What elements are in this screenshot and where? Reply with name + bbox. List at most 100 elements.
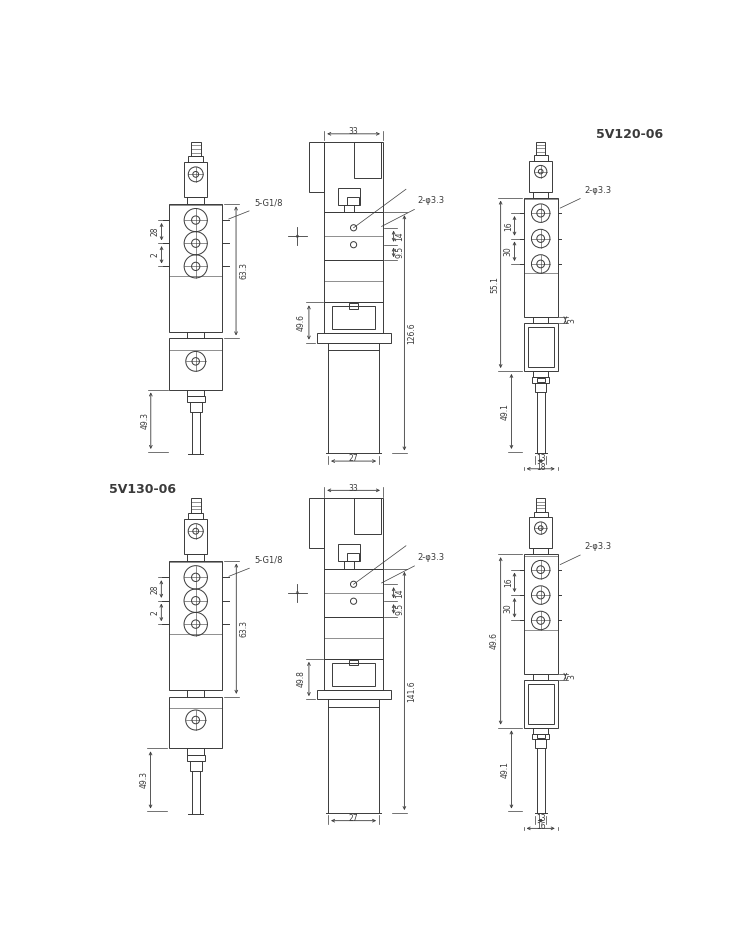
Text: 13: 13: [536, 814, 545, 823]
Bar: [533, 371, 548, 377]
Bar: [537, 735, 544, 739]
Text: 63.3: 63.3: [239, 620, 248, 637]
Bar: [187, 397, 205, 402]
Text: 2-φ3.3: 2-φ3.3: [560, 186, 612, 208]
Bar: [530, 161, 552, 191]
Bar: [324, 617, 382, 659]
Bar: [534, 512, 548, 517]
Text: 5V130-06: 5V130-06: [110, 482, 176, 495]
Bar: [527, 327, 554, 367]
Text: 16: 16: [536, 822, 545, 832]
Text: 33: 33: [349, 127, 358, 136]
Text: 55.1: 55.1: [490, 276, 499, 293]
Bar: [316, 690, 391, 699]
Text: 28: 28: [151, 584, 160, 593]
Bar: [338, 187, 360, 204]
Bar: [188, 513, 203, 519]
Bar: [353, 498, 381, 534]
Bar: [190, 761, 202, 771]
Bar: [332, 663, 375, 686]
Bar: [344, 561, 353, 569]
Text: 5-G1/8: 5-G1/8: [229, 556, 284, 577]
Text: 5-G1/8: 5-G1/8: [229, 199, 283, 219]
Text: 49.1: 49.1: [501, 761, 510, 778]
Text: 16: 16: [504, 221, 513, 231]
Bar: [534, 155, 548, 161]
Text: 16: 16: [504, 577, 513, 587]
Bar: [524, 680, 557, 727]
Text: 5V120-06: 5V120-06: [596, 128, 663, 141]
Bar: [533, 317, 548, 323]
Text: 18: 18: [536, 463, 545, 472]
Bar: [188, 690, 204, 697]
Text: 14: 14: [395, 232, 404, 241]
Bar: [353, 141, 381, 178]
Bar: [324, 260, 382, 302]
Bar: [309, 498, 324, 548]
Text: 2: 2: [151, 252, 160, 257]
Bar: [347, 197, 359, 204]
Bar: [332, 306, 375, 330]
Bar: [190, 141, 201, 156]
Bar: [324, 302, 382, 333]
Bar: [532, 377, 549, 382]
Bar: [184, 162, 207, 197]
Bar: [324, 659, 382, 690]
Text: 126.6: 126.6: [407, 322, 416, 344]
Bar: [349, 659, 358, 665]
Text: 2-φ3.3: 2-φ3.3: [382, 553, 445, 583]
Bar: [537, 378, 544, 382]
Text: 49.8: 49.8: [297, 671, 306, 688]
Text: 49.6: 49.6: [490, 632, 499, 649]
Text: 49.1: 49.1: [501, 403, 510, 420]
Bar: [344, 204, 353, 212]
Bar: [188, 749, 204, 755]
Bar: [328, 343, 379, 350]
Bar: [324, 569, 382, 617]
Bar: [170, 203, 222, 332]
Bar: [347, 554, 359, 561]
Bar: [532, 734, 549, 739]
Bar: [533, 674, 548, 680]
Bar: [533, 191, 548, 198]
Bar: [188, 156, 203, 162]
Bar: [188, 197, 204, 203]
Text: 9.5: 9.5: [395, 247, 404, 258]
Bar: [524, 323, 557, 371]
Bar: [190, 498, 201, 513]
Bar: [324, 498, 382, 569]
Bar: [338, 544, 360, 561]
Text: 33: 33: [349, 483, 358, 493]
Text: 2-φ3.3: 2-φ3.3: [560, 542, 612, 564]
Bar: [316, 333, 391, 343]
Bar: [188, 554, 204, 560]
Bar: [187, 755, 205, 761]
Bar: [530, 517, 552, 548]
Bar: [309, 141, 324, 191]
Text: 9.5: 9.5: [395, 603, 404, 615]
Text: 2: 2: [151, 610, 160, 615]
Bar: [328, 699, 379, 706]
Bar: [349, 303, 358, 309]
Text: 49.6: 49.6: [297, 314, 306, 331]
Bar: [536, 498, 545, 512]
Text: 27: 27: [349, 814, 358, 823]
Bar: [169, 560, 223, 690]
Bar: [324, 141, 382, 212]
Text: 49.3: 49.3: [140, 413, 149, 430]
Text: 13: 13: [536, 454, 545, 463]
Text: 3: 3: [567, 317, 576, 322]
Text: 28: 28: [151, 227, 160, 236]
Bar: [188, 390, 204, 397]
Bar: [169, 697, 223, 749]
Text: 3: 3: [567, 674, 576, 679]
Bar: [533, 727, 548, 734]
Bar: [524, 554, 557, 674]
Bar: [170, 338, 222, 390]
Bar: [533, 548, 548, 554]
Bar: [536, 382, 546, 392]
Text: 14: 14: [395, 588, 404, 597]
Bar: [524, 198, 557, 317]
Bar: [536, 739, 546, 748]
Text: 30: 30: [504, 603, 513, 612]
